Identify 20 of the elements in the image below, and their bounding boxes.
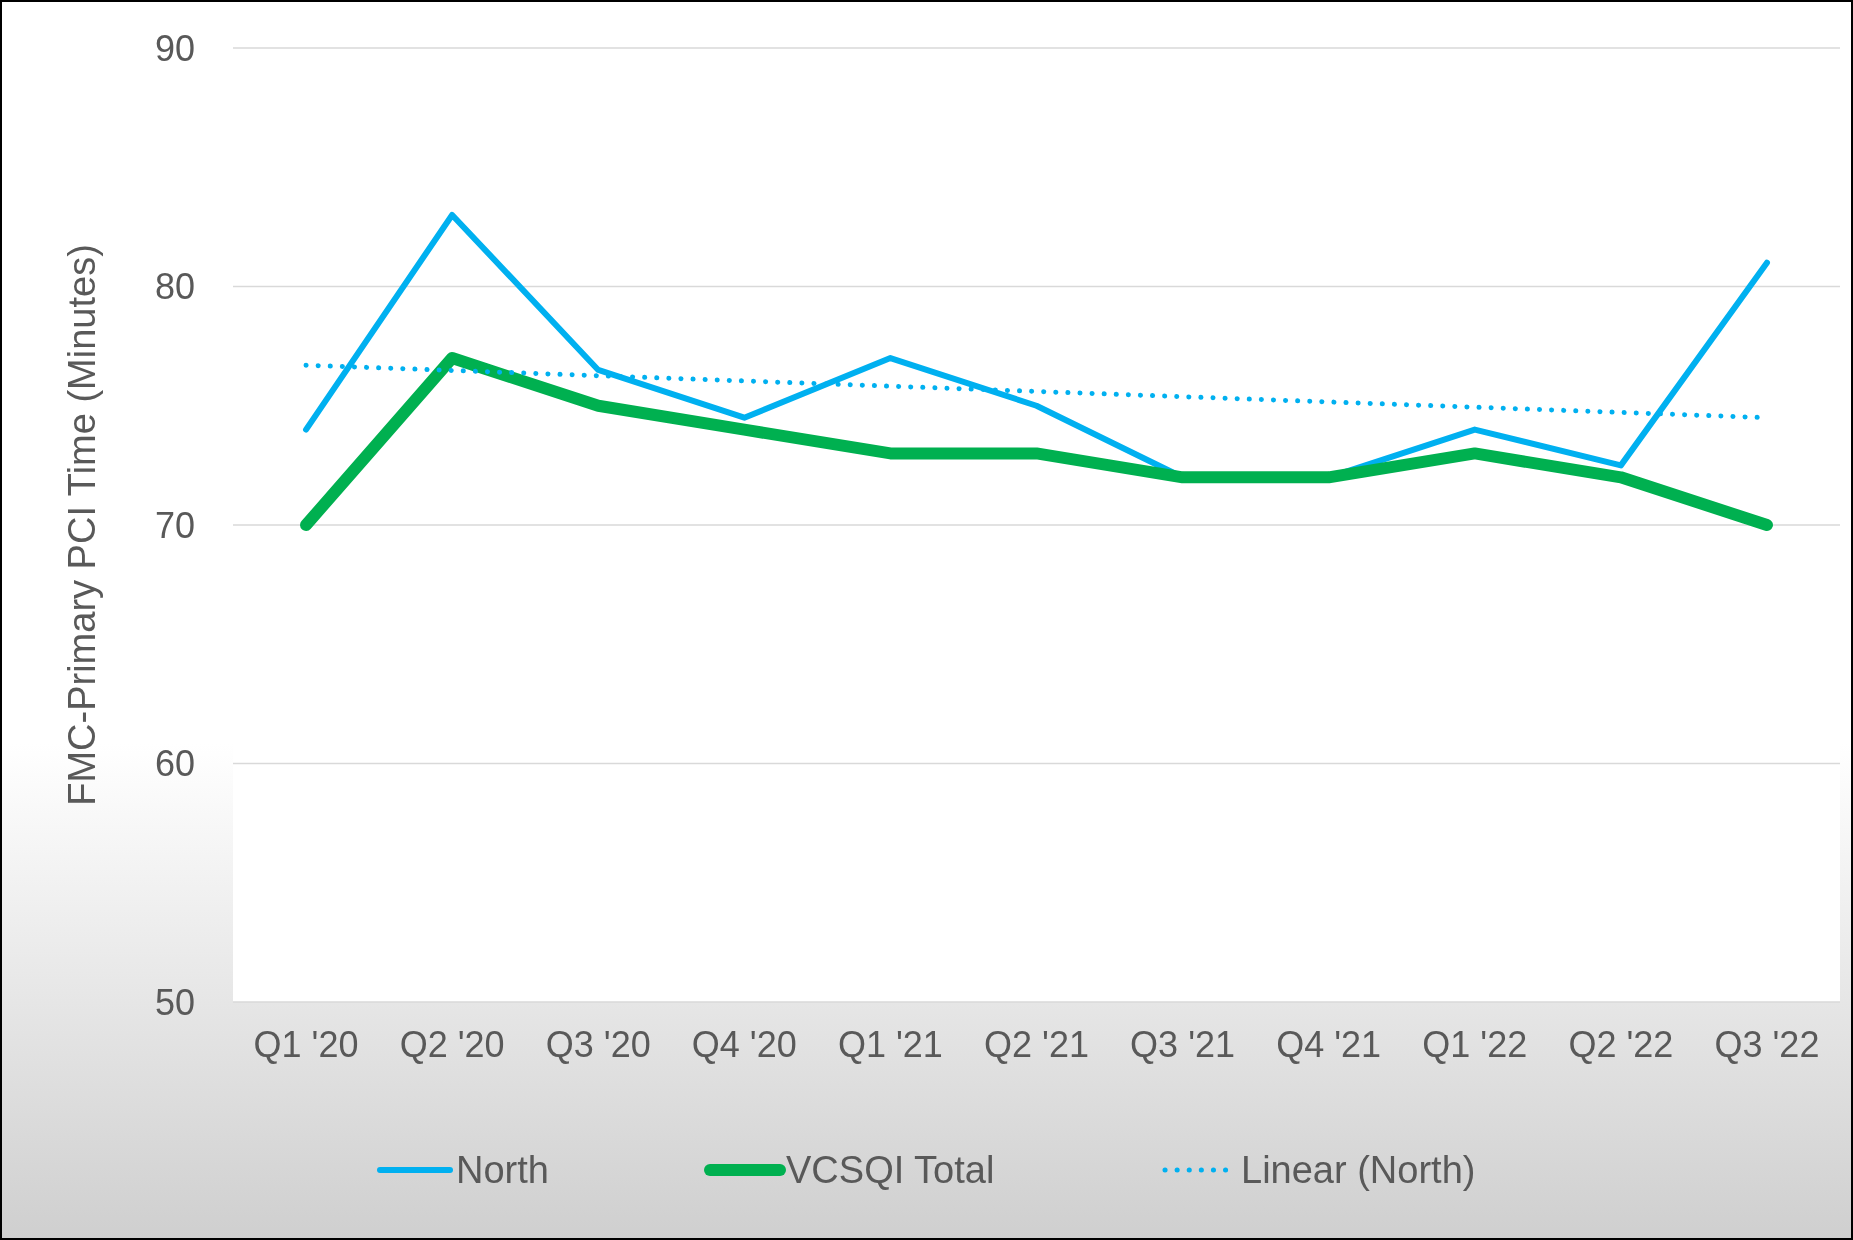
y-tick-label: 90 <box>154 27 195 69</box>
x-tick-label: Q1 '21 <box>837 1024 943 1065</box>
y-tick-label: 50 <box>154 981 195 1023</box>
y-tick-label: 70 <box>154 504 195 546</box>
y-tick-label: 80 <box>154 266 195 308</box>
x-tick-label: Q4 '21 <box>1276 1024 1382 1065</box>
legend-label: VCSQI Total <box>786 1149 995 1192</box>
x-tick-label: Q3 '22 <box>1714 1024 1820 1065</box>
x-tick-label: Q2 '22 <box>1568 1024 1674 1065</box>
y-tick-label: 60 <box>154 743 195 785</box>
x-tick-label: Q4 '20 <box>691 1024 797 1065</box>
y-axis-title: FMC-Primary PCI Time (Minutes) <box>61 244 103 806</box>
x-tick-label: Q3 '21 <box>1130 1024 1236 1065</box>
x-tick-label: Q2 '21 <box>984 1024 1089 1065</box>
legend-label: North <box>456 1149 549 1192</box>
x-tick-label: Q2 '20 <box>399 1024 505 1065</box>
legend-label: Linear (North) <box>1241 1149 1476 1192</box>
x-tick-label: Q1 '22 <box>1422 1024 1528 1065</box>
x-tick-label: Q3 '20 <box>545 1024 651 1065</box>
x-tick-label: Q1 '20 <box>253 1024 359 1065</box>
